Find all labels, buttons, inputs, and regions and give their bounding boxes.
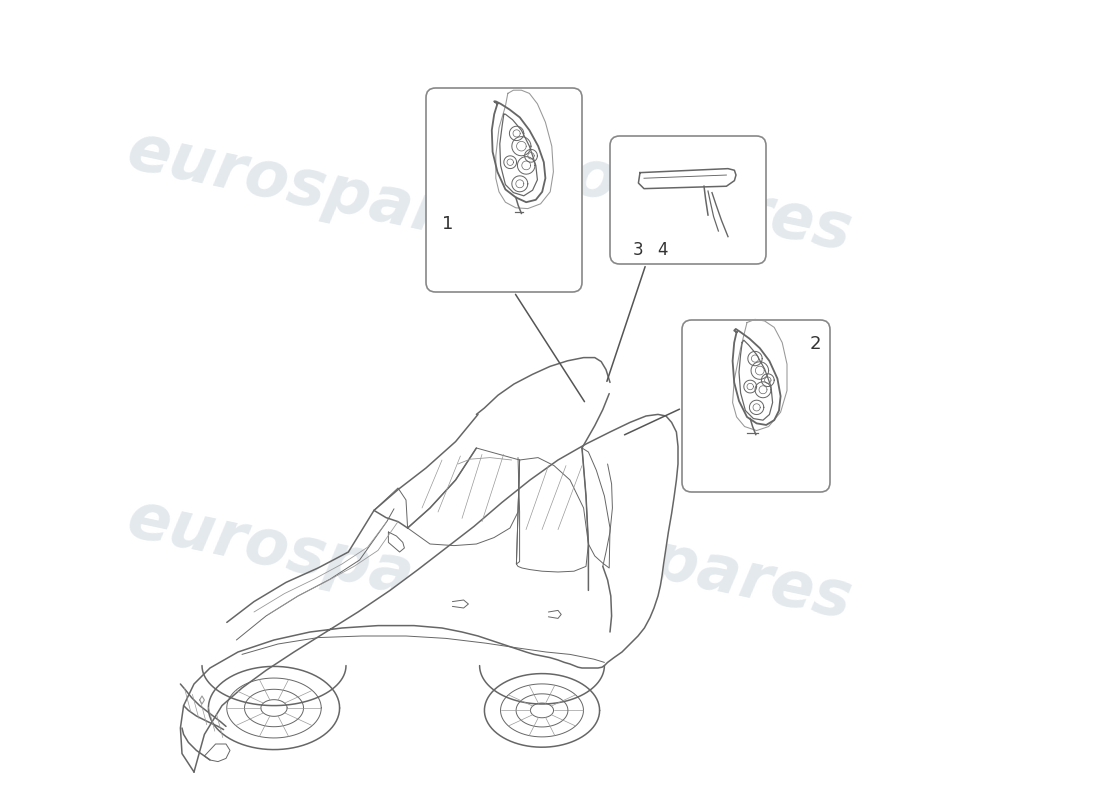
Polygon shape	[480, 666, 604, 704]
Text: eurospares: eurospares	[450, 120, 858, 264]
Text: 3: 3	[632, 241, 644, 258]
Polygon shape	[408, 448, 519, 546]
FancyBboxPatch shape	[682, 320, 830, 492]
Polygon shape	[388, 532, 405, 552]
Polygon shape	[638, 169, 736, 189]
Polygon shape	[516, 458, 588, 572]
Polygon shape	[582, 448, 610, 568]
Polygon shape	[202, 666, 346, 706]
Text: eurospares: eurospares	[122, 488, 530, 632]
Text: 2: 2	[810, 335, 822, 353]
Polygon shape	[492, 102, 546, 202]
Polygon shape	[484, 674, 600, 747]
FancyBboxPatch shape	[426, 88, 582, 292]
Polygon shape	[205, 744, 230, 762]
Text: eurospares: eurospares	[122, 120, 530, 264]
Polygon shape	[180, 414, 678, 772]
Text: 4: 4	[657, 241, 668, 258]
Text: 1: 1	[442, 215, 453, 233]
Polygon shape	[209, 666, 340, 750]
Polygon shape	[733, 329, 781, 425]
Text: eurospares: eurospares	[450, 488, 858, 632]
FancyBboxPatch shape	[610, 136, 766, 264]
